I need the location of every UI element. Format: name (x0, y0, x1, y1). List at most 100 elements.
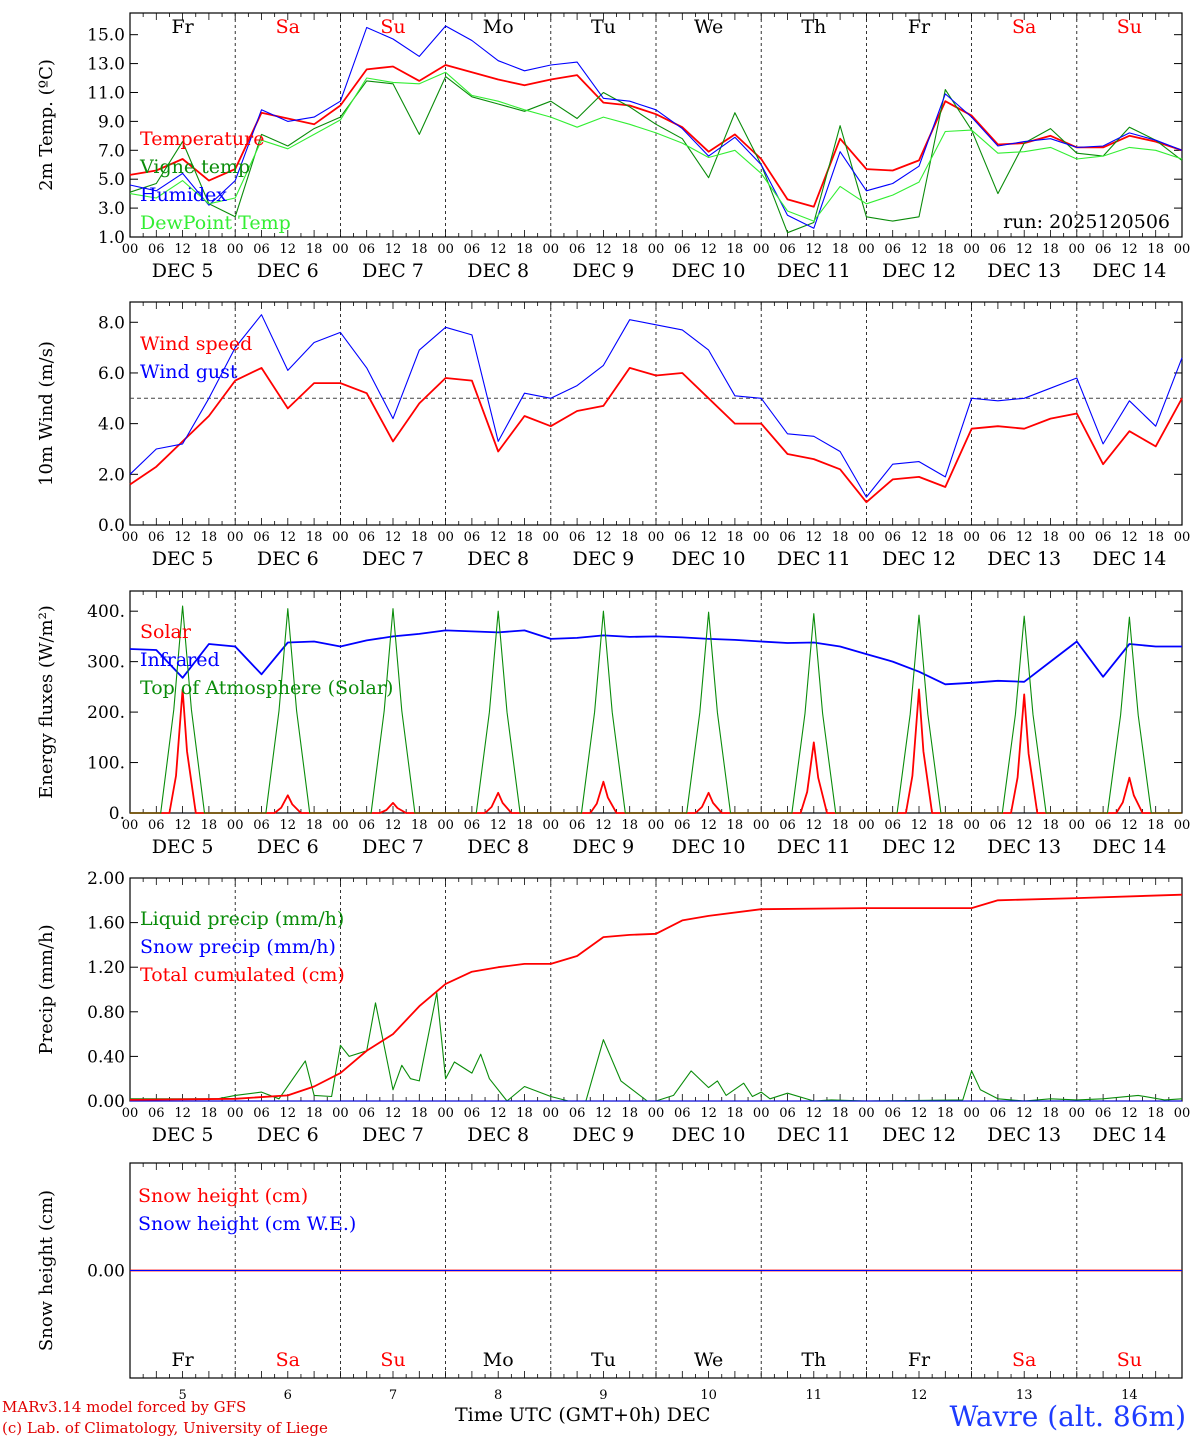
y-tick-label: 2.0 (98, 465, 125, 485)
date-label: DEC 14 (1092, 260, 1166, 282)
hour-tick-label: 06 (464, 818, 481, 833)
day-number-label: 13 (1016, 1388, 1033, 1403)
date-label: DEC 7 (362, 548, 424, 570)
hour-tick-label: 06 (253, 1106, 270, 1121)
hour-tick-label: 12 (806, 1106, 823, 1121)
hour-tick-label: 00 (437, 242, 454, 257)
y-axis-label: 10m Wind (m/s) (36, 341, 57, 486)
weekday-label: Su (380, 1349, 405, 1371)
hour-tick-label: 00 (543, 242, 560, 257)
hour-tick-label: 12 (490, 1106, 507, 1121)
date-label: DEC 10 (672, 260, 746, 282)
weekday-label: Su (380, 16, 405, 38)
hour-tick-label: 18 (621, 818, 638, 833)
legend-entry: Infrared (140, 649, 220, 671)
date-label: DEC 13 (987, 836, 1061, 858)
hour-tick-label: 00 (227, 1106, 244, 1121)
legend-entry: Temperature (140, 128, 264, 150)
hour-tick-label: 12 (174, 818, 191, 833)
hour-tick-label: 06 (779, 1106, 796, 1121)
legend-entry: Total cumulated (cm) (140, 964, 345, 986)
hour-tick-label: 00 (648, 818, 665, 833)
y-tick-label: 400. (87, 602, 125, 622)
hour-tick-label: 18 (201, 818, 218, 833)
date-label: DEC 13 (987, 1124, 1061, 1146)
date-label: DEC 5 (152, 260, 214, 282)
hour-tick-label: 12 (385, 1106, 402, 1121)
y-tick-label: 1.20 (87, 958, 125, 978)
hour-tick-label: 12 (490, 818, 507, 833)
hour-tick-label: 06 (779, 530, 796, 545)
hour-tick-label: 06 (569, 530, 586, 545)
series-total-cumulated-cm (129, 893, 1183, 1101)
hour-tick-label: 06 (569, 242, 586, 257)
date-label: DEC 7 (362, 836, 424, 858)
weekday-label: Fr (908, 1349, 931, 1371)
plot-frame (129, 12, 1183, 238)
hour-tick-label: 18 (411, 242, 428, 257)
hour-tick-label: 12 (490, 530, 507, 545)
y-axis-label: 2m Temp. (ºC) (36, 59, 57, 191)
hour-tick-label: 00 (963, 530, 980, 545)
date-label: DEC 11 (777, 548, 851, 570)
hour-tick-label: 12 (385, 818, 402, 833)
panel-temp: 1.0 3.0 5.0 7.0 9.0 11.0 13.0 15.0 2m Temp. (ºC)… (36, 12, 1191, 282)
hour-tick-label: 18 (201, 242, 218, 257)
y-tick-label: 5.0 (98, 170, 125, 190)
y-tick-label: 15.0 (87, 26, 125, 46)
weekday-label: We (694, 16, 723, 38)
hour-tick-label: 12 (174, 530, 191, 545)
hour-tick-label: 00 (1069, 1106, 1086, 1121)
hour-tick-label: 06 (674, 530, 691, 545)
weekday-label: Th (801, 16, 826, 38)
legend-entry: Liquid precip (mm/h) (140, 908, 344, 930)
hour-tick-label: 18 (621, 530, 638, 545)
y-tick-label: 100. (87, 754, 125, 774)
day-number-label: 6 (284, 1388, 292, 1403)
panel-energy: 0. 100. 200. 300. 400. Energy fluxes (W/m²) 00… (36, 590, 1190, 858)
hour-tick-label: 12 (595, 242, 612, 257)
hour-tick-label: 18 (411, 1106, 428, 1121)
hour-tick-label: 18 (937, 530, 954, 545)
day-number-label: 8 (494, 1388, 502, 1403)
hour-tick-label: 00 (122, 818, 139, 833)
hour-tick-label: 06 (358, 1106, 375, 1121)
hour-tick-label: 12 (595, 530, 612, 545)
hour-tick-label: 18 (1042, 1106, 1059, 1121)
date-label: DEC 10 (672, 1124, 746, 1146)
y-tick-label: 1.0 (98, 228, 125, 248)
day-number-label: 14 (1121, 1388, 1138, 1403)
hour-tick-label: 18 (832, 818, 849, 833)
hour-tick-label: 00 (1069, 818, 1086, 833)
weekday-label: Tu (591, 1349, 616, 1371)
weekday-label: Su (1117, 16, 1142, 38)
date-label: DEC 6 (257, 1124, 319, 1146)
hour-tick-label: 18 (727, 818, 744, 833)
hour-tick-label: 12 (280, 242, 297, 257)
y-tick-label: 1.60 (87, 914, 125, 934)
hour-tick-label: 12 (490, 242, 507, 257)
date-label: DEC 9 (573, 836, 635, 858)
hour-tick-label: 06 (148, 530, 165, 545)
date-label: DEC 11 (777, 1124, 851, 1146)
panel-precip: 0.00 0.40 0.80 1.20 1.60 2.00 Precip (mm/h) 00 0… (36, 869, 1190, 1146)
date-label: DEC 12 (882, 260, 956, 282)
hour-tick-label: 00 (1174, 242, 1191, 257)
date-label: DEC 8 (467, 1124, 529, 1146)
hour-tick-label: 06 (1095, 242, 1112, 257)
legend-entry: Wind gust (140, 361, 238, 383)
hour-tick-label: 06 (253, 530, 270, 545)
weekday-label: We (694, 1349, 723, 1371)
hour-tick-label: 12 (911, 1106, 928, 1121)
hour-tick-label: 06 (990, 1106, 1007, 1121)
hour-tick-label: 18 (1147, 530, 1164, 545)
hour-tick-label: 18 (937, 242, 954, 257)
credit-lab: (c) Lab. of Climatology, University of L… (2, 1419, 328, 1437)
hour-tick-label: 06 (148, 818, 165, 833)
legend-entry: Solar (140, 621, 192, 643)
series-dewpoint-temp (129, 71, 1183, 222)
date-label: DEC 10 (672, 548, 746, 570)
y-tick-label: 2.00 (87, 869, 125, 889)
credit-model: MARv3.14 model forced by GFS (2, 1398, 247, 1416)
